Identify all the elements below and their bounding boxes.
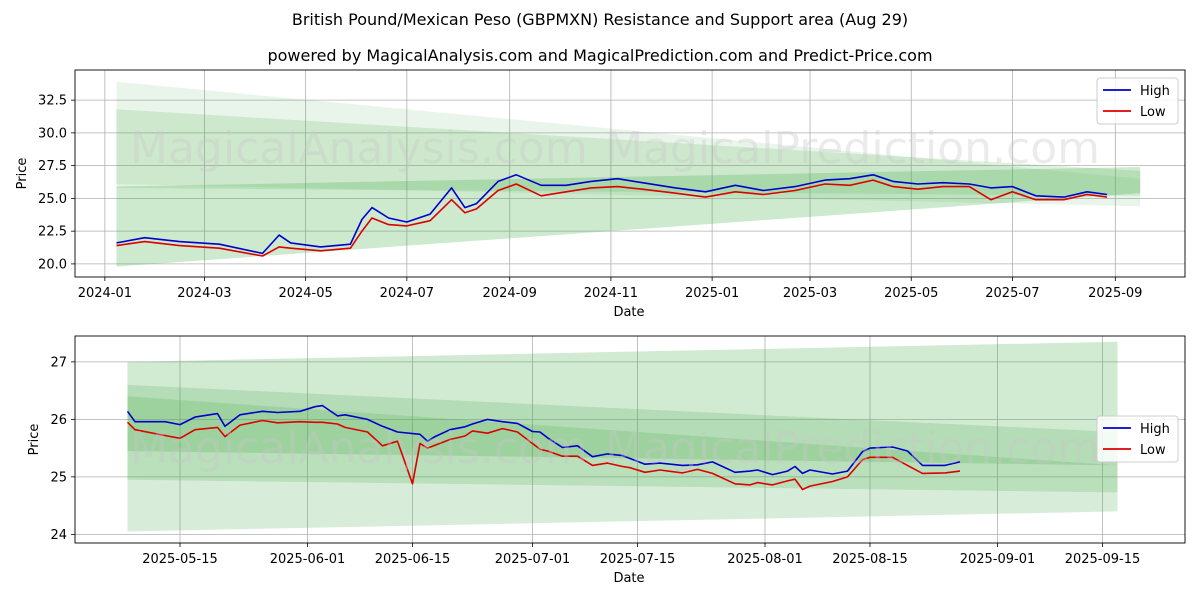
x-tick-label: 2025-08-15 bbox=[832, 552, 908, 567]
legend-label-high: High bbox=[1140, 84, 1170, 99]
legend: High Low bbox=[1096, 77, 1179, 125]
series-line-low bbox=[116, 179, 1108, 257]
x-tick-label: 2025-09-15 bbox=[1065, 552, 1141, 567]
y-tick-label: 25.0 bbox=[38, 192, 67, 207]
legend: High Low bbox=[1096, 415, 1179, 463]
x-tick-label: 2025-01 bbox=[685, 286, 739, 301]
y-tick-label: 25 bbox=[50, 470, 67, 485]
x-tick-label: 2025-07-01 bbox=[495, 552, 571, 567]
y-tick-label: 32.5 bbox=[38, 94, 67, 109]
y-tick-label: 27 bbox=[50, 355, 67, 370]
series-line-high bbox=[126, 404, 961, 476]
plot-frame bbox=[74, 69, 1186, 278]
resistance-support-band bbox=[127, 384, 1118, 532]
x-tick-label: 2025-09 bbox=[1088, 286, 1142, 301]
y-tick-label: 27.5 bbox=[38, 159, 67, 174]
x-tick-label: 2025-03 bbox=[783, 286, 837, 301]
resistance-support-band bbox=[116, 109, 1141, 196]
resistance-support-band bbox=[127, 341, 1118, 466]
watermark: MagicalPrediction.com bbox=[605, 123, 1100, 174]
chart-title: British Pound/Mexican Peso (GBPMXN) Resi… bbox=[291, 10, 909, 29]
watermark: MagicalAnalysis.com bbox=[130, 123, 588, 174]
plot-frame bbox=[74, 335, 1186, 544]
x-tick-label: 2025-05 bbox=[884, 286, 938, 301]
x-tick-label: 2024-05 bbox=[278, 286, 332, 301]
y-tick-label: 30.0 bbox=[38, 126, 67, 141]
x-axis-label: Date bbox=[613, 305, 644, 320]
x-tick-label: 2025-06-01 bbox=[270, 552, 346, 567]
legend-label-high: High bbox=[1140, 422, 1170, 437]
x-tick-label: 2024-01 bbox=[78, 286, 132, 301]
x-tick-label: 2025-09-01 bbox=[960, 552, 1036, 567]
resistance-support-band bbox=[127, 396, 1118, 493]
y-tick-label: 20.0 bbox=[38, 257, 67, 272]
watermark: MagicalAnalysis.com bbox=[130, 423, 588, 474]
x-tick-label: 2025-05-15 bbox=[142, 552, 218, 567]
x-tick-label: 2025-07 bbox=[985, 286, 1039, 301]
x-tick-label: 2024-09 bbox=[483, 286, 537, 301]
x-tick-label: 2025-08-01 bbox=[727, 552, 803, 567]
panel-1: MagicalAnalysis.com MagicalPrediction.com… bbox=[15, 69, 1186, 320]
x-tick-label: 2025-07-15 bbox=[600, 552, 676, 567]
series-line-high bbox=[116, 174, 1108, 255]
chart-subtitle: powered by MagicalAnalysis.com and Magic… bbox=[267, 46, 933, 65]
watermark: MagicalPrediction.com bbox=[605, 423, 1100, 474]
series-line-low bbox=[126, 419, 961, 491]
y-axis-label: Price bbox=[27, 424, 42, 456]
panel-2: MagicalAnalysis.com MagicalPrediction.com… bbox=[27, 335, 1186, 586]
x-tick-label: 2024-07 bbox=[380, 286, 434, 301]
legend-label-low: Low bbox=[1140, 443, 1166, 458]
resistance-support-band bbox=[116, 166, 1141, 267]
y-tick-label: 22.5 bbox=[38, 225, 67, 240]
legend-label-low: Low bbox=[1140, 105, 1166, 120]
y-axis-label: Price bbox=[15, 158, 30, 190]
resistance-support-band bbox=[116, 81, 1141, 207]
x-tick-label: 2024-11 bbox=[584, 286, 638, 301]
y-tick-label: 26 bbox=[50, 413, 67, 428]
x-axis-label: Date bbox=[613, 571, 644, 586]
x-tick-label: 2025-06-15 bbox=[375, 552, 451, 567]
x-tick-label: 2024-03 bbox=[177, 286, 231, 301]
y-tick-label: 24 bbox=[50, 528, 67, 543]
